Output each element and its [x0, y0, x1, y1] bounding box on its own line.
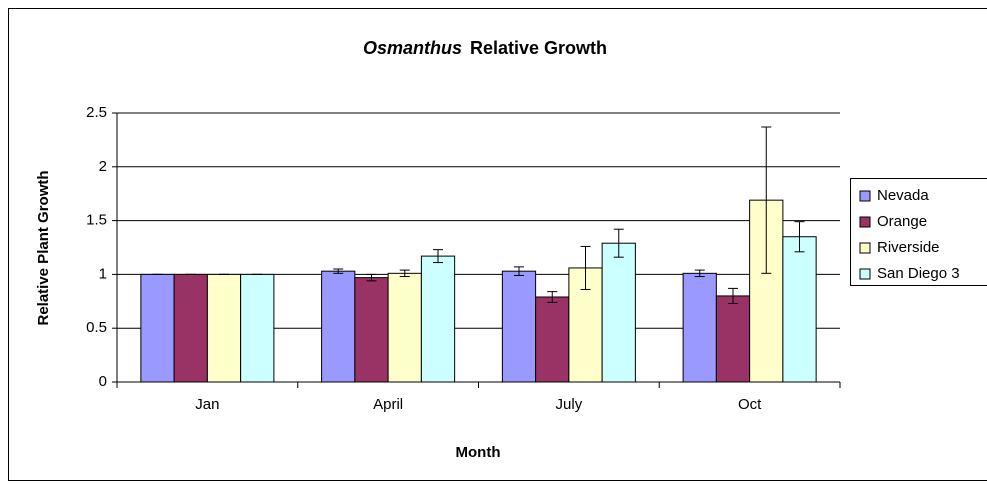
y-tick-label: 1	[99, 265, 107, 282]
error-bar	[727, 287, 738, 304]
legend-label: San Diego 3	[877, 265, 960, 282]
y-tick-label: 2.5	[86, 104, 107, 121]
error-bar	[794, 221, 805, 253]
x-tick-label: Oct	[738, 396, 762, 413]
legend-label: Nevada	[877, 187, 929, 204]
y-axis-label: Relative Plant Growth	[35, 170, 52, 325]
x-tick-label: July	[556, 396, 583, 413]
y-tick-label: 1.5	[86, 212, 107, 229]
error-bar	[333, 268, 344, 274]
error-bar	[694, 269, 705, 278]
y-tick-label: 0	[99, 373, 107, 390]
x-axis-label: Month	[456, 444, 501, 461]
bar	[140, 273, 175, 383]
bar	[321, 270, 356, 383]
bar	[420, 255, 456, 383]
error-bar	[761, 126, 772, 274]
error-bar	[547, 291, 558, 303]
legend-swatch	[859, 242, 871, 254]
legend-label: Orange	[877, 213, 927, 230]
bar	[682, 272, 717, 383]
bar	[387, 272, 422, 383]
bar	[501, 270, 537, 383]
error-bar	[513, 266, 524, 276]
legend-swatch	[859, 268, 871, 280]
chart-title: Osmanthus Relative Growth	[363, 38, 607, 58]
error-bar	[580, 245, 591, 290]
legend-label: Riverside	[877, 239, 940, 256]
error-bar	[613, 228, 624, 258]
y-tick-label: 2	[99, 158, 107, 175]
chart-border	[8, 8, 987, 481]
y-tick-label: 0.5	[86, 319, 107, 336]
bar	[240, 273, 275, 383]
bar	[535, 296, 570, 383]
bar	[715, 295, 751, 383]
legend-box	[850, 178, 987, 286]
title-rest: Relative Growth	[470, 38, 607, 58]
legend-swatch	[859, 190, 871, 202]
bar	[354, 277, 389, 383]
bar	[173, 273, 208, 383]
bar	[782, 236, 817, 383]
error-bar	[433, 249, 444, 264]
title-italic: Osmanthus	[363, 38, 462, 58]
x-tick-label: Jan	[195, 396, 219, 413]
x-tick-label: April	[373, 396, 403, 413]
bar	[206, 273, 242, 383]
bar	[601, 242, 636, 383]
error-bar	[399, 269, 410, 278]
error-bar	[366, 273, 377, 282]
legend-swatch	[859, 216, 871, 228]
